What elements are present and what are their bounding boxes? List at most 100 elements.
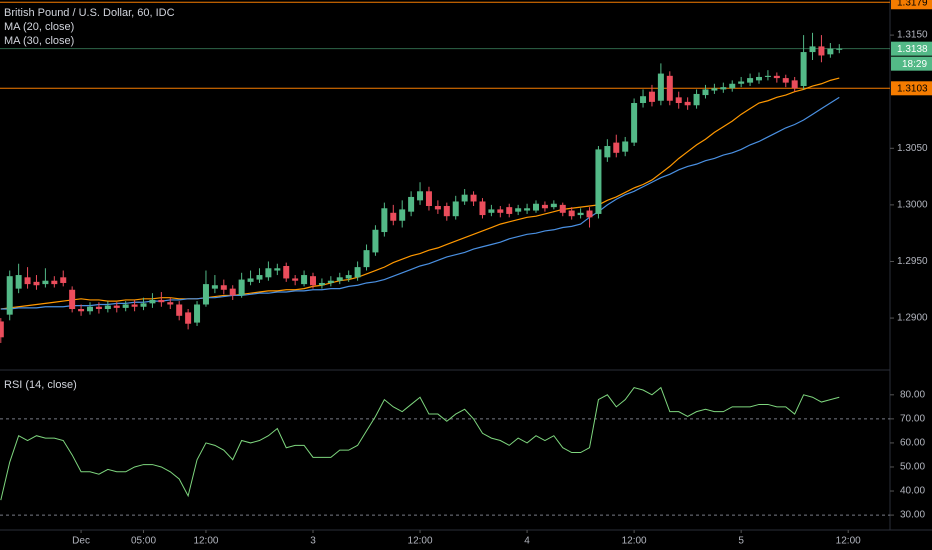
- candle-body: [666, 75, 673, 101]
- candle-body: [604, 146, 611, 158]
- price-label: 1.3103: [897, 83, 928, 94]
- price-label-box: [891, 81, 932, 96]
- rsi-panel: [0, 386, 890, 516]
- candle-body: [827, 48, 834, 55]
- main-panel: [0, 1, 890, 343]
- price-label: 1.3179: [897, 0, 928, 8]
- candle-body: [194, 304, 201, 323]
- candle-body: [506, 207, 513, 214]
- candle-body: [809, 46, 816, 53]
- x-tick-label: 12:00: [622, 536, 647, 547]
- price-label-box: [891, 0, 932, 10]
- candle-body: [675, 97, 682, 104]
- candle-body: [42, 280, 49, 285]
- candle-body: [354, 267, 361, 278]
- candle-body: [372, 229, 379, 253]
- candle-body: [149, 299, 156, 304]
- y-tick-label: 1.3150: [897, 30, 928, 41]
- ma-line: [0, 77, 840, 310]
- x-tick-label: 12:00: [836, 536, 861, 547]
- candle-body: [229, 288, 236, 296]
- candle-body: [613, 142, 620, 153]
- candle-body: [684, 101, 691, 106]
- candle-body: [51, 280, 58, 285]
- candle-body: [60, 277, 67, 283]
- candle-body: [729, 83, 736, 89]
- candle-body: [33, 281, 40, 286]
- candle-body: [336, 277, 343, 281]
- candle-body: [648, 91, 655, 102]
- candle-body: [524, 208, 531, 211]
- ma-line: [0, 96, 840, 310]
- candle-body: [301, 275, 308, 285]
- y-tick-label: 1.2950: [897, 256, 928, 267]
- candle-body: [595, 149, 602, 214]
- candle-body: [390, 212, 397, 221]
- candle-body: [586, 210, 593, 218]
- candle-body: [747, 78, 754, 83]
- candle-body: [461, 194, 468, 202]
- candle-body: [711, 88, 718, 91]
- candle-body: [470, 194, 477, 202]
- x-tick-label: Dec: [72, 536, 90, 547]
- candle-body: [408, 196, 415, 212]
- candle-body: [800, 52, 807, 87]
- candle-body: [274, 268, 281, 271]
- candle-body: [399, 209, 406, 221]
- labels: 1.3179 1.3138 18:29 1.3103 MA (20, close) MA …: [4, 0, 932, 391]
- candle-body: [78, 309, 85, 312]
- y-tick-label: 50.00: [900, 462, 925, 473]
- candle-body: [631, 103, 638, 143]
- candle-body: [211, 285, 218, 289]
- candle-body: [327, 280, 334, 283]
- candle-body: [818, 46, 825, 56]
- candle-body: [657, 73, 664, 101]
- candle-body: [176, 304, 183, 316]
- rsi-line: [0, 386, 840, 501]
- candle-body: [836, 48, 843, 50]
- candle-body: [541, 204, 548, 209]
- candle-body: [122, 304, 129, 308]
- candle-body: [782, 78, 789, 83]
- candle-body: [247, 278, 254, 282]
- candle-body: [87, 306, 93, 312]
- candle-body: [559, 204, 566, 213]
- candle-body: [622, 141, 629, 152]
- candle-body: [363, 250, 370, 268]
- candle-body: [452, 201, 459, 217]
- candle-body: [773, 75, 780, 79]
- candle-body: [185, 312, 192, 324]
- candle-body: [167, 302, 174, 305]
- candle-body: [256, 275, 263, 280]
- candle-body: [292, 278, 299, 281]
- y-tick-label: 30.00: [900, 510, 925, 521]
- candle-body: [345, 275, 352, 279]
- candle-body: [738, 81, 745, 84]
- candle-body: [24, 277, 31, 285]
- x-tick-label: 3: [310, 536, 316, 547]
- candle-body: [131, 304, 138, 307]
- y-tick-label: 1.2900: [897, 313, 928, 324]
- candle-body: [265, 268, 272, 278]
- price-label-box: [891, 41, 932, 56]
- candle-body: [104, 305, 111, 310]
- candle-body: [95, 306, 102, 310]
- candle-body: [443, 206, 450, 217]
- candle-body: [220, 285, 227, 290]
- candle-body: [113, 305, 120, 308]
- candle-body: [693, 93, 700, 106]
- candle-body: [238, 279, 245, 296]
- candle-body: [791, 80, 798, 89]
- candle-body: [15, 275, 22, 289]
- candle-body: [756, 76, 762, 81]
- x-tick-label: 4: [524, 536, 530, 547]
- candle-body: [434, 206, 441, 210]
- candle-body: [202, 284, 209, 305]
- x-tick-label: 12:00: [193, 536, 218, 547]
- y-tick-label: 80.00: [900, 389, 925, 400]
- candle-body: [488, 209, 495, 213]
- candle-body: [497, 209, 504, 213]
- candle-body: [381, 208, 388, 233]
- candle-body: [310, 276, 316, 286]
